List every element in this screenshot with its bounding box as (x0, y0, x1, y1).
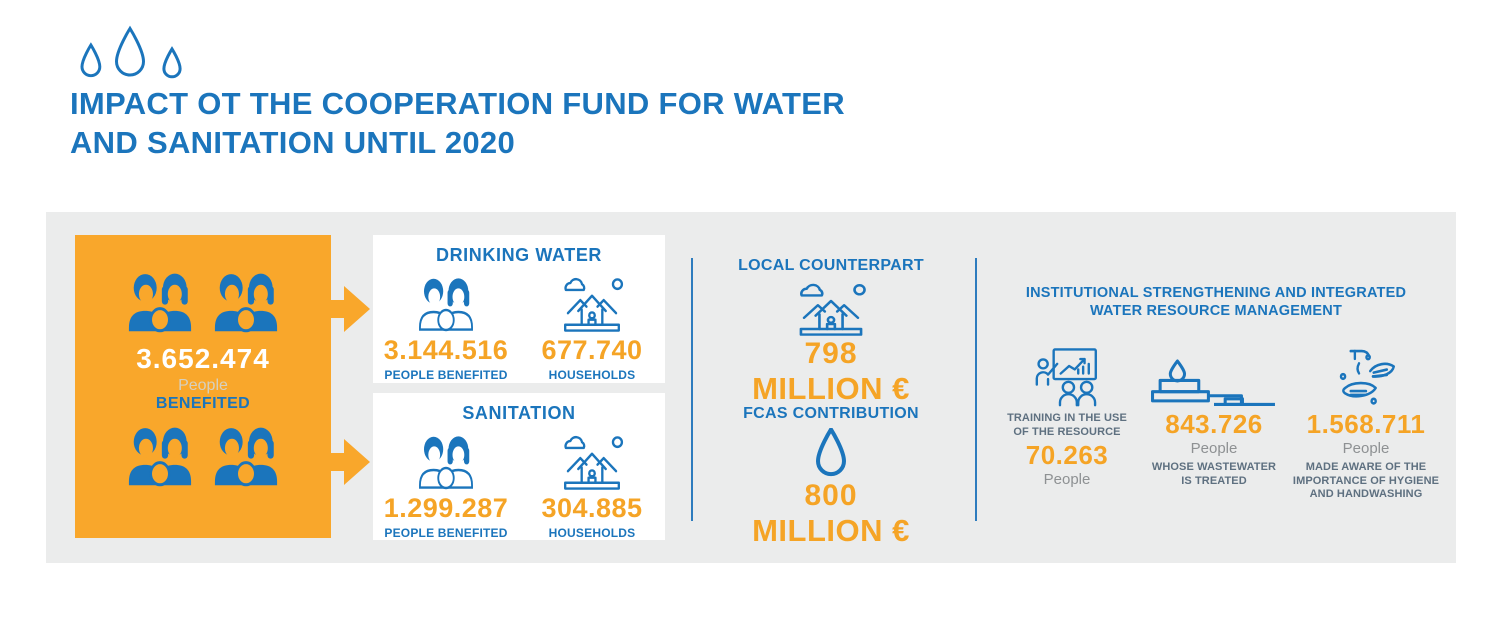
sanitation-stats: 1.299.287 PEOPLE BENEFITED 304.885 HOUSE… (373, 428, 665, 540)
local-counterpart-block: LOCAL COUNTERPART 798 MILLION € (705, 257, 957, 407)
family-icon (127, 426, 193, 487)
drinking-water-households-label: HOUSEHOLDS (548, 368, 636, 382)
wastewater-label: WHOSE WASTEWATER IS TREATED (1151, 461, 1277, 487)
page-title-line2: AND SANITATION UNTIL 2020 (70, 125, 515, 160)
training-presentation-icon (1035, 348, 1097, 407)
total-benefited-value: 3.652.474 (136, 343, 270, 374)
drinking-water-households-stat: 677.740 HOUSEHOLDS (519, 270, 665, 382)
drinking-water-households-value: 677.740 (541, 335, 643, 365)
training-stat: TRAINING IN THE USE OF THE RESOURCE 70.2… (993, 340, 1141, 502)
family-icon (213, 272, 279, 333)
fcas-contribution-block: FCAS CONTRIBUTION 800 MILLION € (705, 405, 957, 549)
local-counterpart-title: LOCAL COUNTERPART (738, 257, 924, 274)
total-benefited-card: 3.652.474 People BENEFITED (75, 235, 331, 538)
drinking-water-stats: 3.144.516 PEOPLE BENEFITED 677.740 HOUSE… (373, 270, 665, 382)
wastewater-value: 843.726 (1165, 409, 1263, 439)
wastewater-unit: People (1190, 440, 1238, 457)
drinking-water-people-stat: 3.144.516 PEOPLE BENEFITED (373, 270, 519, 382)
institutional-title-line1: INSTITUTIONAL STRENGTHENING AND INTEGRAT… (1025, 285, 1407, 301)
vertical-divider (975, 258, 977, 521)
drinking-water-card: DRINKING WATER 3.144.516 PEOPLE BENEFITE… (373, 235, 665, 383)
training-unit: People (1043, 471, 1091, 488)
drinking-water-people-label: PEOPLE BENEFITED (384, 368, 508, 382)
training-label: TRAINING IN THE USE OF THE RESOURCE (1007, 412, 1127, 438)
wastewater-treatment-icon (1151, 359, 1277, 406)
house-icon (799, 283, 866, 336)
handwashing-icon (1339, 349, 1396, 405)
sanitation-title: SANITATION (462, 403, 576, 423)
family-icon (127, 272, 193, 333)
hygiene-stat: 1.568.711 People MADE AWARE OF THE IMPOR… (1287, 340, 1445, 502)
vertical-divider (691, 258, 693, 521)
house-icon (563, 277, 624, 332)
hygiene-unit: People (1342, 440, 1390, 457)
water-drops-icon (80, 27, 182, 79)
fcas-contribution-title: FCAS CONTRIBUTION (743, 405, 919, 422)
sanitation-people-label: PEOPLE BENEFITED (384, 526, 508, 540)
sanitation-households-label: HOUSEHOLDS (548, 526, 636, 540)
family-icon (418, 277, 474, 332)
drinking-water-people-value: 3.144.516 (383, 335, 509, 365)
total-benefited-label: BENEFITED (155, 395, 251, 412)
arrow-right-icon (329, 286, 370, 332)
page-title-line1: IMPACT OT THE COOPERATION FUND FOR WATER (70, 86, 845, 121)
sanitation-card: SANITATION 1.299.287 PEOPLE BENEFITED 30… (373, 393, 665, 540)
sanitation-people-stat: 1.299.287 PEOPLE BENEFITED (373, 428, 519, 540)
fcas-contribution-value: 800 (804, 479, 858, 512)
house-icon (563, 435, 624, 490)
family-icons-row-bottom (123, 425, 283, 487)
total-people-label: People (178, 377, 228, 394)
sanitation-people-value: 1.299.287 (383, 493, 509, 523)
institutional-title-line2: WATER RESOURCE MANAGEMENT (1089, 303, 1343, 319)
family-icon (213, 426, 279, 487)
wastewater-stat: 843.726 People WHOSE WASTEWATER IS TREAT… (1141, 340, 1287, 502)
local-counterpart-unit: MILLION € (752, 371, 910, 406)
page-title: IMPACT OT THE COOPERATION FUND FOR WATER… (70, 84, 845, 162)
sanitation-households-value: 304.885 (541, 493, 643, 523)
hygiene-value: 1.568.711 (1306, 409, 1426, 439)
water-drop-icon (816, 428, 846, 478)
local-counterpart-value: 798 (804, 337, 858, 370)
institutional-items: TRAINING IN THE USE OF THE RESOURCE 70.2… (993, 340, 1445, 502)
fcas-contribution-unit: MILLION € (752, 513, 910, 548)
sanitation-households-stat: 304.885 HOUSEHOLDS (519, 428, 665, 540)
arrow-right-icon (329, 439, 370, 485)
training-value: 70.263 (1025, 440, 1109, 470)
drinking-water-title: DRINKING WATER (435, 245, 603, 265)
hygiene-label: MADE AWARE OF THE IMPORTANCE OF HYGIENE … (1292, 461, 1440, 500)
institutional-section-title: INSTITUTIONAL STRENGTHENING AND INTEGRAT… (990, 284, 1442, 320)
family-icons-row-top (123, 271, 283, 333)
family-icon (418, 435, 474, 490)
